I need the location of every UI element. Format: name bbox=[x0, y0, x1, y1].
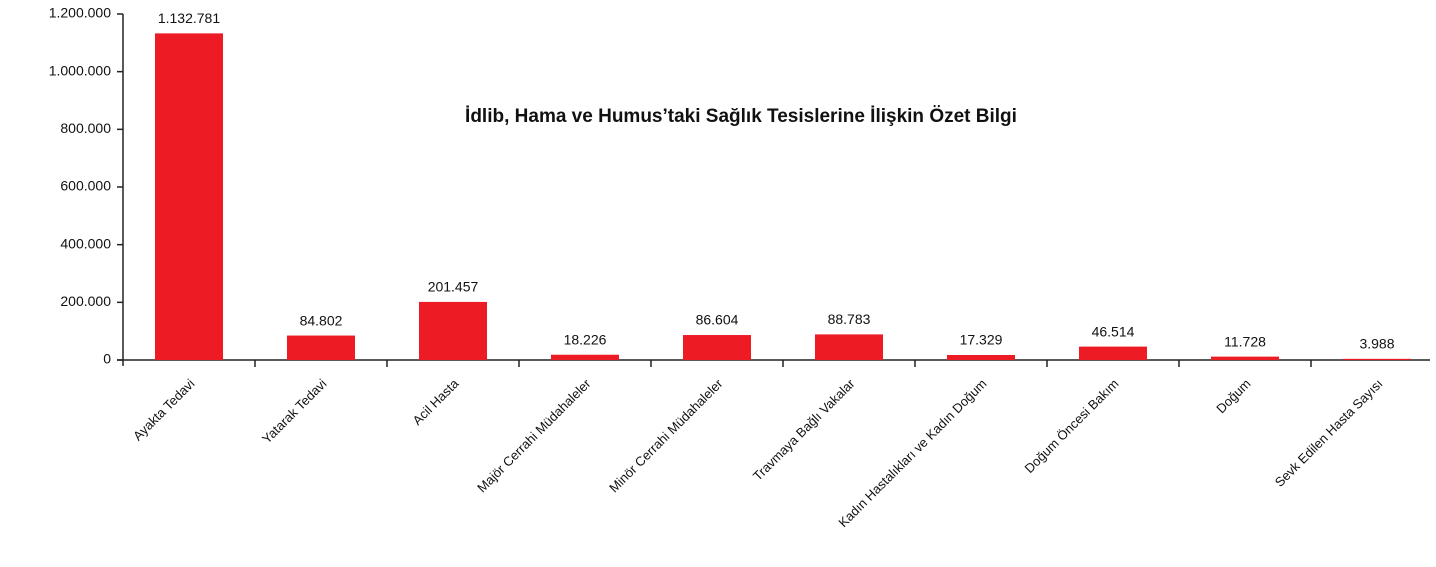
data-label: 84.802 bbox=[300, 312, 343, 328]
x-tick-label: Kadın Hastalıkları ve Kadın Doğum bbox=[835, 376, 989, 530]
x-tick-label: Majör Cerrahi Müdahaleler bbox=[474, 375, 594, 495]
y-tick-label: 0 bbox=[103, 351, 111, 367]
bar bbox=[1343, 358, 1411, 360]
bar bbox=[155, 33, 223, 361]
y-tick-label: 800.000 bbox=[60, 120, 111, 136]
y-tick-label: 1.000.000 bbox=[49, 62, 111, 78]
bar bbox=[947, 355, 1015, 360]
y-tick-label: 1.200.000 bbox=[49, 5, 111, 21]
data-label: 201.457 bbox=[428, 279, 479, 295]
x-tick-label: Doğum Öncesi Bakım bbox=[1022, 376, 1122, 476]
data-label: 88.783 bbox=[828, 311, 871, 327]
bar bbox=[815, 334, 883, 360]
data-label: 3.988 bbox=[1359, 336, 1394, 352]
bar bbox=[287, 335, 355, 360]
y-tick-label: 400.000 bbox=[60, 235, 111, 251]
bar bbox=[419, 301, 487, 360]
bar bbox=[683, 335, 751, 360]
x-tick-label: Acil Hasta bbox=[410, 375, 463, 428]
data-label: 18.226 bbox=[564, 331, 607, 347]
x-tick-label: Doğum bbox=[1213, 376, 1253, 416]
y-tick-label: 600.000 bbox=[60, 178, 111, 194]
x-tick-label: Travmaya Bağlı Vakalar bbox=[750, 375, 858, 483]
bar bbox=[551, 354, 619, 360]
y-tick-label: 200.000 bbox=[60, 293, 111, 309]
x-tick-label: Yatarak Tedavi bbox=[259, 376, 330, 447]
data-label: 86.604 bbox=[696, 312, 739, 328]
data-label: 46.514 bbox=[1092, 323, 1135, 339]
data-label: 11.728 bbox=[1224, 333, 1266, 349]
x-tick-label: Minör Cerrahi Müdahaleler bbox=[606, 375, 726, 495]
data-label: 1.132.781 bbox=[158, 10, 220, 26]
x-tick-label: Ayakta Tedavi bbox=[130, 376, 198, 444]
x-tick-label: Sevk Edilen Hasta Sayısı bbox=[1272, 376, 1386, 490]
bar bbox=[1211, 356, 1279, 360]
data-label: 17.329 bbox=[960, 332, 1003, 348]
chart-title: İdlib, Hama ve Humus’taki Sağlık Tesisle… bbox=[465, 106, 1017, 127]
bar bbox=[1079, 346, 1147, 360]
